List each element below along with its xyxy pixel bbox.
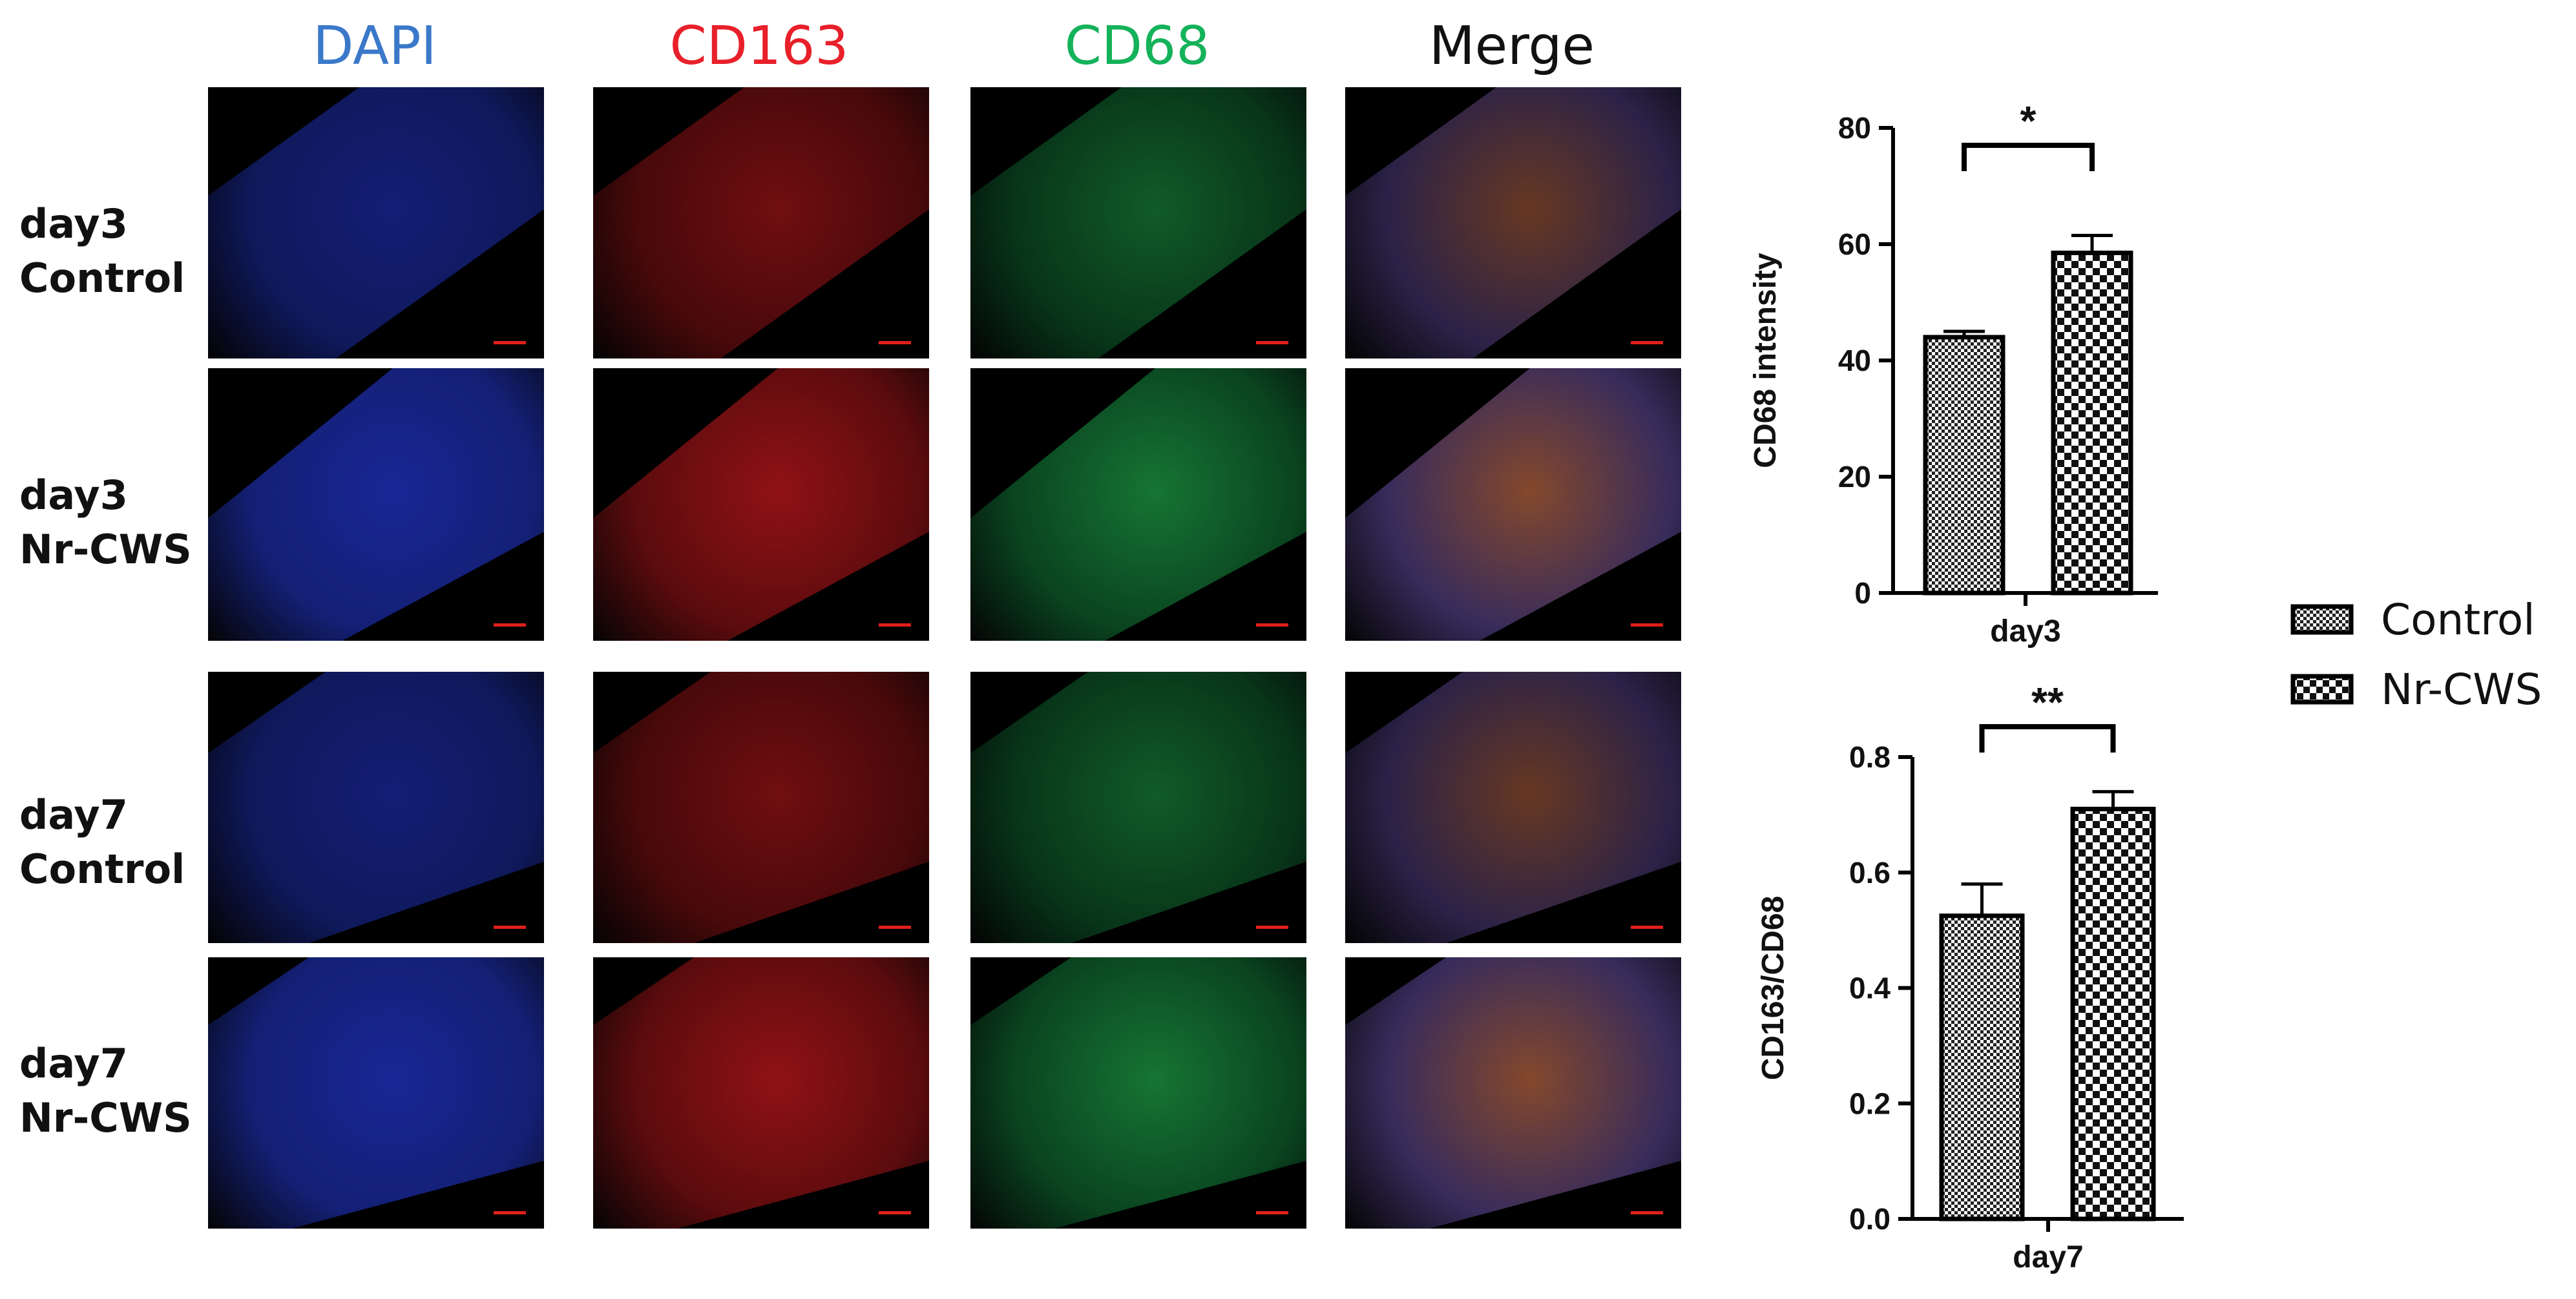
scale-bar xyxy=(879,623,911,627)
legend-label-nrcws: Nr-CWS xyxy=(2381,665,2542,714)
scale-bar xyxy=(494,926,526,929)
micrograph-cd68-row-3 xyxy=(970,672,1306,943)
x-tick-label: day7 xyxy=(2013,1240,2083,1274)
significance-label: * xyxy=(2020,98,2037,144)
y-tick-label: 0.8 xyxy=(1849,740,1890,774)
row-label-day: day7 xyxy=(19,791,128,838)
legend-swatch-nrcws xyxy=(2290,674,2354,705)
y-tick-label: 40 xyxy=(1838,344,1871,377)
micrograph-merge-row-3 xyxy=(1345,672,1681,943)
row-label-group: Nr-CWS xyxy=(19,526,192,573)
scale-bar xyxy=(879,1211,911,1214)
row-label-day7-nrcws: day7 Nr-CWS xyxy=(19,1037,207,1145)
bar-nrcws xyxy=(2051,251,2133,596)
column-header-dapi: DAPI xyxy=(313,16,437,77)
tissue-section xyxy=(593,368,929,641)
tissue-section xyxy=(593,672,929,943)
y-tick-label: 20 xyxy=(1838,460,1871,494)
micrograph-merge-row-2 xyxy=(1345,368,1681,641)
tissue-section xyxy=(1345,957,1681,1229)
row-label-day7-control: day7 Control xyxy=(19,788,207,897)
bar-nrcws xyxy=(2070,806,2156,1221)
micrograph-cd68-row-1 xyxy=(970,87,1306,359)
chart-cd163-cd68: 0.0 0.2 0.4 0.6 0.8 day7 CD163/CD68 ** xyxy=(1756,679,2184,1274)
scale-bar xyxy=(879,341,911,344)
y-axis-label: CD163/CD68 xyxy=(1756,896,1790,1080)
y-tick-label: 0 xyxy=(1854,576,1871,610)
y-tick-label: 80 xyxy=(1838,111,1871,145)
column-header-merge: Merge xyxy=(1429,16,1595,77)
scale-bar xyxy=(1256,623,1288,627)
legend: Control Nr-CWS xyxy=(2290,588,2575,730)
y-tick-label: 0.6 xyxy=(1849,856,1890,889)
tissue-section xyxy=(208,957,544,1229)
column-header-cd68: CD68 xyxy=(1064,16,1210,77)
legend-label-control: Control xyxy=(2381,595,2535,645)
y-axis-label: CD68 intensity xyxy=(1748,253,1783,468)
tissue-section xyxy=(593,87,929,359)
scale-bar xyxy=(879,926,911,929)
row-label-day: day7 xyxy=(19,1040,128,1087)
micrograph-cd68-row-4 xyxy=(970,957,1306,1229)
significance-label: ** xyxy=(2031,679,2064,725)
scale-bar xyxy=(494,623,526,627)
row-label-group: Nr-CWS xyxy=(19,1094,192,1141)
y-tick-label: 60 xyxy=(1838,227,1871,261)
scale-bar xyxy=(1631,341,1663,344)
micrograph-cd163-row-4 xyxy=(593,957,929,1229)
legend-item-nrcws: Nr-CWS xyxy=(2290,664,2575,716)
micrograph-cd163-row-2 xyxy=(593,368,929,641)
row-label-group: Control xyxy=(19,255,185,302)
legend-item-control: Control xyxy=(2290,594,2575,646)
tissue-section xyxy=(593,957,929,1229)
x-tick-label: day3 xyxy=(1990,614,2060,649)
significance-bracket xyxy=(1962,143,2095,171)
row-label-day3-control: day3 Control xyxy=(19,197,207,306)
tissue-section xyxy=(970,87,1306,359)
tissue-section xyxy=(970,368,1306,641)
row-label-group: Control xyxy=(19,846,185,893)
micrograph-dapi-row-2 xyxy=(208,368,544,641)
scale-bar xyxy=(494,341,526,344)
y-tick-label: 0.2 xyxy=(1849,1086,1890,1120)
micrograph-dapi-row-4 xyxy=(208,957,544,1229)
scale-bar xyxy=(1256,1211,1288,1214)
scale-bar xyxy=(1631,1211,1663,1214)
tissue-section xyxy=(208,672,544,943)
scale-bar xyxy=(1631,926,1663,929)
bar-control xyxy=(1923,335,2005,596)
tissue-section xyxy=(1345,368,1681,641)
row-label-day: day3 xyxy=(19,472,128,519)
scale-bar xyxy=(1256,341,1288,344)
tissue-section xyxy=(208,87,544,359)
tissue-section xyxy=(970,672,1306,943)
micrograph-cd163-row-3 xyxy=(593,672,929,943)
row-label-day: day3 xyxy=(19,200,128,247)
y-tick-label: 0.0 xyxy=(1849,1202,1890,1236)
scale-bar xyxy=(494,1211,526,1214)
micrograph-cd163-row-1 xyxy=(593,87,929,359)
significance-bracket xyxy=(1979,724,2116,753)
micrograph-dapi-row-1 xyxy=(208,87,544,359)
bar-control xyxy=(1939,913,2025,1221)
chart-cd68-intensity: 0 20 40 60 80 day3 CD68 intensity * xyxy=(1748,98,2158,649)
scale-bar xyxy=(1256,926,1288,929)
y-tick-label: 0.4 xyxy=(1849,972,1890,1005)
legend-swatch-control xyxy=(2290,604,2354,635)
scale-bar xyxy=(1631,623,1663,627)
tissue-section xyxy=(970,957,1306,1229)
tissue-section xyxy=(208,368,544,641)
micrograph-dapi-row-3 xyxy=(208,672,544,943)
tissue-section xyxy=(1345,672,1681,943)
micrograph-merge-row-1 xyxy=(1345,87,1681,359)
column-header-cd163: CD163 xyxy=(669,16,849,77)
micrograph-cd68-row-2 xyxy=(970,368,1306,641)
tissue-section xyxy=(1345,87,1681,359)
micrograph-merge-row-4 xyxy=(1345,957,1681,1229)
row-label-day3-nrcws: day3 Nr-CWS xyxy=(19,468,207,577)
